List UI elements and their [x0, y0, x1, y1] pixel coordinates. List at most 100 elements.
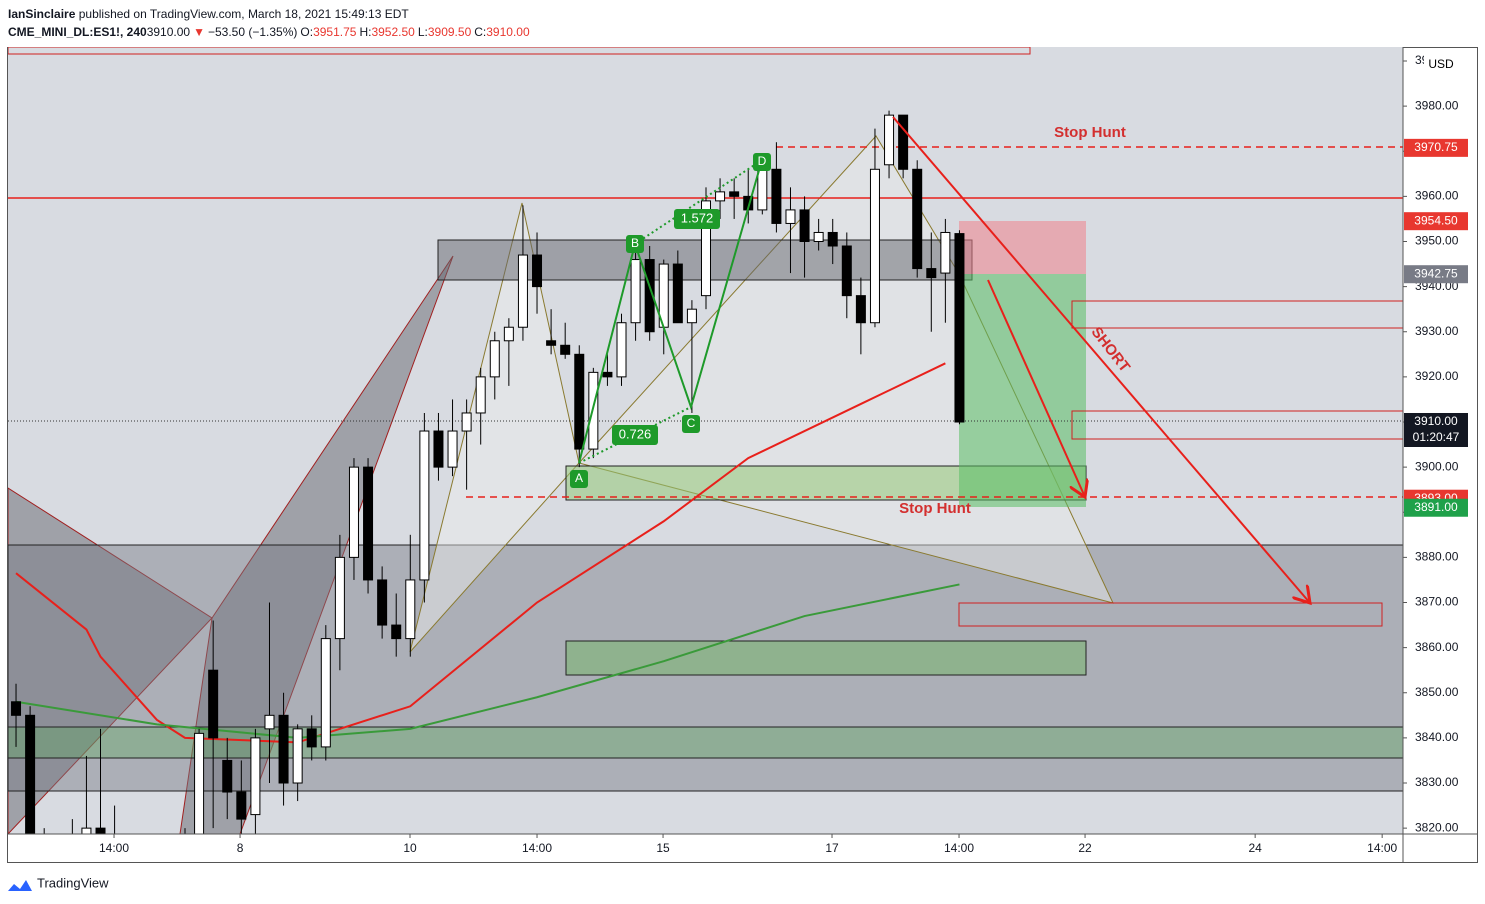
candle-body	[81, 827, 92, 834]
pattern-point: B	[631, 236, 639, 250]
y-tick-label: 3860.00	[1415, 640, 1459, 654]
candle-body	[475, 376, 486, 414]
drawings	[8, 47, 1403, 834]
moving-average	[15, 362, 946, 744]
x-tick-label: 17	[825, 841, 839, 855]
candle-body	[152, 896, 161, 904]
x-tick-label: 14:00	[522, 841, 552, 855]
candle-body	[222, 759, 233, 793]
candle-body	[292, 728, 303, 784]
candle-body	[813, 231, 824, 242]
price-label-bg	[1404, 138, 1468, 157]
candle-body	[574, 353, 585, 450]
ratio-label: 0.726	[619, 426, 652, 441]
candle-body	[616, 322, 627, 378]
candle-body	[954, 233, 965, 423]
y-tick-label: 3850.00	[1415, 685, 1459, 699]
candle-body	[884, 114, 895, 166]
candle-body	[306, 728, 317, 748]
candle-body	[546, 340, 557, 346]
h: 3952.50	[371, 25, 415, 39]
y-tick-label: 3870.00	[1415, 595, 1459, 609]
x-tick-label: 15	[656, 841, 670, 855]
o-label: O:	[300, 25, 314, 39]
currency-box	[1424, 55, 1458, 73]
moving-average	[15, 583, 960, 739]
annotation: Stop Hunt	[1054, 124, 1126, 141]
candle-body	[517, 254, 528, 328]
pattern-point: D	[758, 154, 767, 168]
candle-body	[940, 231, 951, 274]
candle-body	[672, 263, 683, 324]
price-label: 3891.00	[1414, 500, 1458, 514]
candle-body	[95, 827, 106, 834]
author: IanSinclaire	[8, 7, 76, 21]
x-tick-label: 22	[1078, 841, 1092, 855]
h-label: H:	[359, 25, 372, 39]
c: 3910.00	[486, 25, 530, 39]
l-label: L:	[417, 25, 428, 39]
candle-body	[461, 412, 472, 432]
pattern-point: C	[687, 416, 696, 430]
price-label-bg	[1404, 498, 1468, 517]
candle-body	[926, 268, 937, 279]
annotation: Stop Hunt	[899, 500, 971, 517]
candle-body	[503, 326, 514, 342]
y-tick-label: 3980.00	[1415, 98, 1459, 112]
candle-body	[334, 556, 345, 640]
l: 3909.50	[427, 25, 472, 39]
price-label: 3970.75	[1414, 140, 1458, 154]
candle-body	[855, 295, 866, 324]
y-tick-label: 3830.00	[1415, 775, 1459, 789]
price-label: 3954.50	[1414, 213, 1458, 227]
price-label-bg	[1404, 265, 1468, 284]
candle-body	[250, 737, 261, 816]
candle-body	[377, 579, 388, 626]
candle-body	[391, 624, 402, 640]
y-tick-label: 3930.00	[1415, 324, 1459, 338]
o: 3951.75	[313, 25, 357, 39]
publish-line: IanSinclaire published on TradingView.co…	[8, 7, 412, 21]
y-tick-label: 3840.00	[1415, 730, 1459, 744]
brand: TradingView	[37, 875, 109, 890]
candle-body	[208, 669, 219, 739]
symbol: CME_MINI_DL:ES1!, 240	[8, 25, 147, 39]
candle-body	[799, 209, 810, 242]
candle-body	[433, 430, 444, 468]
candle-body	[729, 191, 740, 197]
arrow: ▼	[193, 25, 205, 39]
y-tick-label: 3920.00	[1415, 369, 1459, 383]
published: published on TradingView.com, March 18, …	[78, 7, 409, 21]
candle-body	[869, 168, 880, 324]
candle-body	[715, 191, 726, 202]
candle-body	[771, 168, 782, 224]
price-label-bg	[1404, 412, 1468, 447]
candle-body	[644, 259, 655, 333]
candle-body	[124, 873, 133, 882]
candle-body	[166, 896, 175, 904]
candle-body	[827, 231, 838, 247]
x-tick-label: 8	[237, 841, 244, 855]
overlay: Stop Hunt Stop Hunt SHORT A B C D 1.572 …	[570, 116, 1310, 603]
x-tick-label: 14:00	[944, 841, 974, 855]
y-tick-label: 3960.00	[1415, 189, 1459, 203]
candle-body	[785, 209, 796, 224]
candle-body	[898, 114, 909, 170]
y-tick-label: 3950.00	[1415, 234, 1459, 248]
y-tick-label: 3900.00	[1415, 459, 1459, 473]
x-tick-label: 24	[1248, 841, 1262, 855]
last: 3910.00	[146, 25, 191, 39]
candle-body	[236, 791, 247, 820]
x-tick-label: 14:00	[1367, 841, 1397, 855]
candle-body	[11, 701, 22, 716]
candle-body	[348, 466, 359, 558]
candle-body	[419, 430, 430, 581]
y-tick-label: 3880.00	[1415, 550, 1459, 564]
ohlc-line: CME_MINI_DL:ES1!, 2403910.00 ▼ −53.50 (−1.…	[8, 25, 533, 39]
x-tick-label: 10	[403, 841, 417, 855]
candle-body	[278, 714, 289, 784]
candle-body	[194, 732, 205, 834]
logo	[8, 880, 32, 891]
